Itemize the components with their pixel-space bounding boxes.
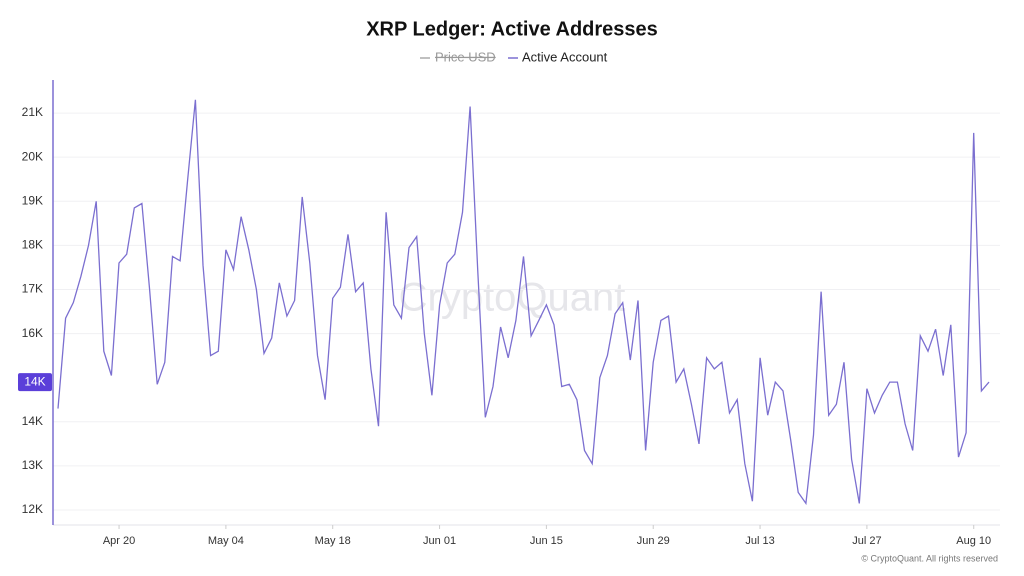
y-tick-label: 19K (22, 193, 43, 207)
series-line (57, 99, 990, 506)
x-tick-label: Jul 27 (852, 535, 881, 547)
x-tick-label: Jul 13 (745, 535, 774, 547)
chart-title: XRP Ledger: Active Addresses (366, 18, 658, 40)
legend-label: Price USD (435, 49, 496, 64)
x-tick-label: Apr 20 (103, 535, 135, 547)
y-tick-label: 12K (22, 502, 43, 516)
y-tick-label: 17K (22, 282, 43, 296)
current-value-label: 14K (24, 374, 45, 388)
y-tick-label: 18K (22, 238, 43, 252)
current-value-box (18, 373, 52, 392)
y-tick-label: 20K (22, 149, 43, 163)
x-tick-label: May 18 (315, 535, 351, 547)
watermark: CryptoQuant (399, 276, 626, 320)
x-tick-label: Jun 15 (530, 535, 563, 547)
y-tick-label: 16K (22, 326, 43, 340)
y-tick-label: 13K (22, 458, 43, 472)
y-tick-label: 14K (22, 414, 43, 428)
y-tick-label: 21K (22, 105, 43, 119)
x-tick-label: May 04 (208, 535, 244, 547)
x-tick-label: Jun 01 (423, 535, 456, 547)
x-tick-label: Aug 10 (956, 535, 991, 547)
x-tick-label: Jun 29 (637, 535, 670, 547)
legend-label: Active Account (522, 49, 608, 64)
credit: © CryptoQuant. All rights reserved (861, 553, 998, 563)
